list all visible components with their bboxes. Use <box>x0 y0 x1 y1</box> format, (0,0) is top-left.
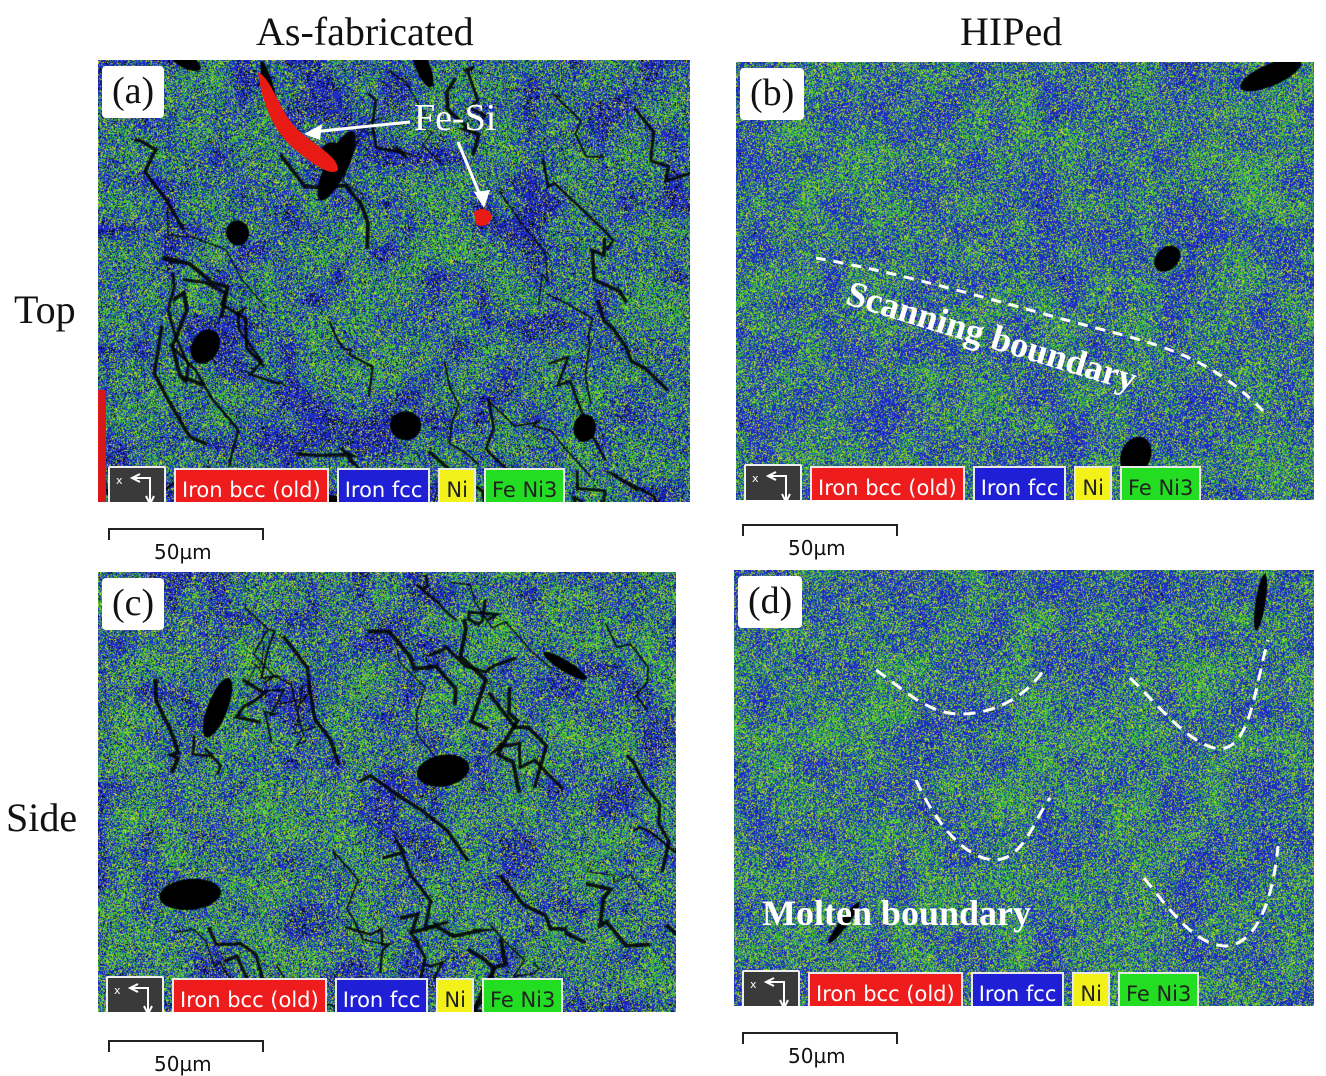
svg-text:x: x <box>114 984 121 997</box>
legend-chip: Iron fcc <box>336 468 431 502</box>
molten-boundary-label: Molten boundary <box>762 893 1032 933</box>
panel-a: Fe-Si (a) x y Iron bcc (old) Iron fcc Ni Fe N… <box>98 60 690 502</box>
phase-map-b <box>736 62 1314 500</box>
phase-map-c <box>98 572 676 1012</box>
legend-chip: Ni <box>436 978 474 1012</box>
legend-chip: Fe Ni3 <box>1119 466 1202 500</box>
legend-chip: Ni <box>1074 466 1112 500</box>
legend-chip: Iron bcc (old) <box>174 468 329 502</box>
row-title-top: Top <box>14 287 76 332</box>
panel-label-d: (d) <box>738 576 803 628</box>
legend-chip: Fe Ni3 <box>483 468 566 502</box>
legend-chip: Iron bcc (old) <box>810 466 965 500</box>
legend-chip: Ni <box>1072 972 1110 1006</box>
legend-chip: Iron fcc <box>970 972 1065 1006</box>
svg-text:y: y <box>130 1008 137 1012</box>
legend-chip: Ni <box>438 468 476 502</box>
phase-legend-c: x y Iron bcc (old) Iron fcc Ni Fe Ni3 <box>106 976 564 1012</box>
panel-label-c: (c) <box>102 578 165 630</box>
fe-si-annotation: Fe-Si <box>414 97 497 139</box>
column-title-as-fabricated: As-fabricated <box>256 9 474 54</box>
panel-label-b: (b) <box>740 68 805 120</box>
panel-d: Molten boundary (d) x y Iron bcc (old) Iron… <box>734 570 1314 1006</box>
svg-text:y: y <box>768 496 775 500</box>
row-title-side: Side <box>6 795 78 840</box>
phase-legend-a: x y Iron bcc (old) Iron fcc Ni Fe Ni3 <box>108 466 566 502</box>
svg-text:x: x <box>116 474 123 487</box>
panel-label-a: (a) <box>102 66 165 118</box>
panel-c: (c) x y Iron bcc (old) Iron fcc Ni Fe Ni3 <box>98 572 676 1012</box>
column-title-hiped: HIPed <box>960 9 1063 54</box>
svg-text:y: y <box>766 1002 773 1006</box>
legend-chip: Iron bcc (old) <box>172 978 327 1012</box>
phase-legend-d: x y Iron bcc (old) Iron fcc Ni Fe Ni3 <box>742 970 1200 1006</box>
legend-chip: Fe Ni3 <box>1117 972 1200 1006</box>
phase-map-d <box>734 570 1314 1006</box>
legend-chip: Iron bcc (old) <box>808 972 963 1006</box>
legend-chip: Iron fcc <box>334 978 429 1012</box>
svg-text:x: x <box>752 472 759 485</box>
panel-b: Scanning boundary (b) x y Iron bcc (old) Ir… <box>736 62 1314 500</box>
svg-text:y: y <box>132 498 139 502</box>
legend-chip: Iron fcc <box>972 466 1067 500</box>
phase-legend-b: x y Iron bcc (old) Iron fcc Ni Fe Ni3 <box>744 464 1202 500</box>
svg-text:x: x <box>750 978 757 991</box>
phase-map-a <box>98 60 690 502</box>
legend-chip: Fe Ni3 <box>481 978 564 1012</box>
